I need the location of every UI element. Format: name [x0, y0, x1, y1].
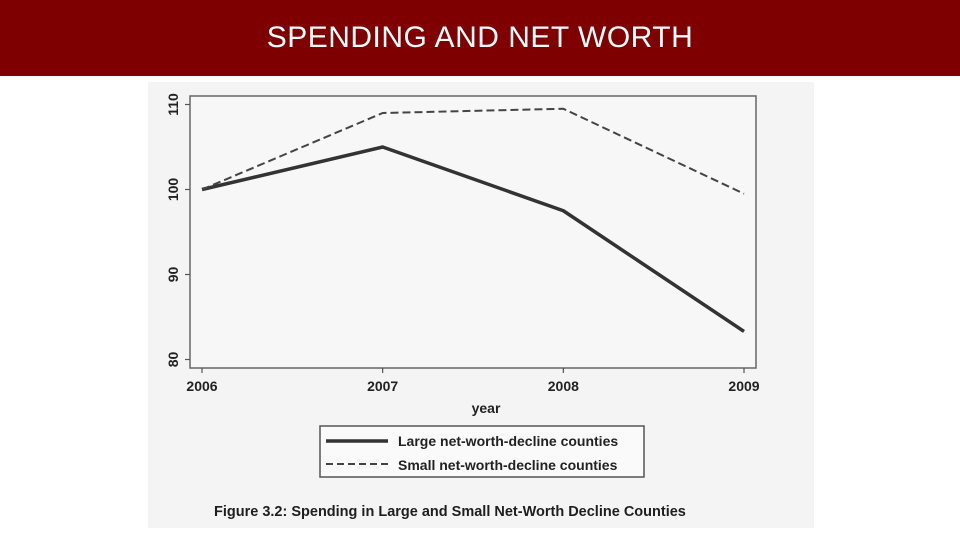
- title-bar: SPENDING AND NET WORTH: [0, 0, 960, 76]
- y-tick-label: 80: [165, 352, 181, 368]
- x-tick-label: 2006: [186, 378, 217, 394]
- x-axis-title: year: [472, 400, 501, 416]
- x-tick-label: 2008: [548, 378, 579, 394]
- legend: Large net-worth-decline counties Small n…: [319, 425, 645, 478]
- figure-caption: Figure 3.2: Spending in Large and Small …: [214, 504, 686, 520]
- y-tick-label: 110: [165, 93, 181, 116]
- legend-label-large: Large net-worth-decline counties: [398, 433, 618, 449]
- series-line-small: [201, 107, 745, 195]
- line-chart: 80 90 100 110 2006 2007 2008 2009 year Large n…: [165, 93, 760, 520]
- slide-title: SPENDING AND NET WORTH: [266, 21, 694, 54]
- plot-area: [189, 95, 757, 369]
- legend-label-small: Small net-worth-decline counties: [398, 457, 618, 473]
- legend-box: [319, 425, 645, 478]
- y-tick-label: 100: [165, 178, 181, 202]
- figure: 80 90 100 110 2006 2007 2008 2009 year Large n…: [148, 82, 814, 528]
- x-tick-label: 2007: [367, 378, 398, 394]
- y-axis: 80 90 100 110: [165, 93, 190, 367]
- y-tick-label: 90: [165, 267, 181, 283]
- series-line-large: [201, 145, 745, 333]
- x-axis: 2006 2007 2008 2009: [186, 368, 760, 394]
- x-tick-label: 2009: [728, 378, 759, 394]
- series-group: [201, 107, 745, 333]
